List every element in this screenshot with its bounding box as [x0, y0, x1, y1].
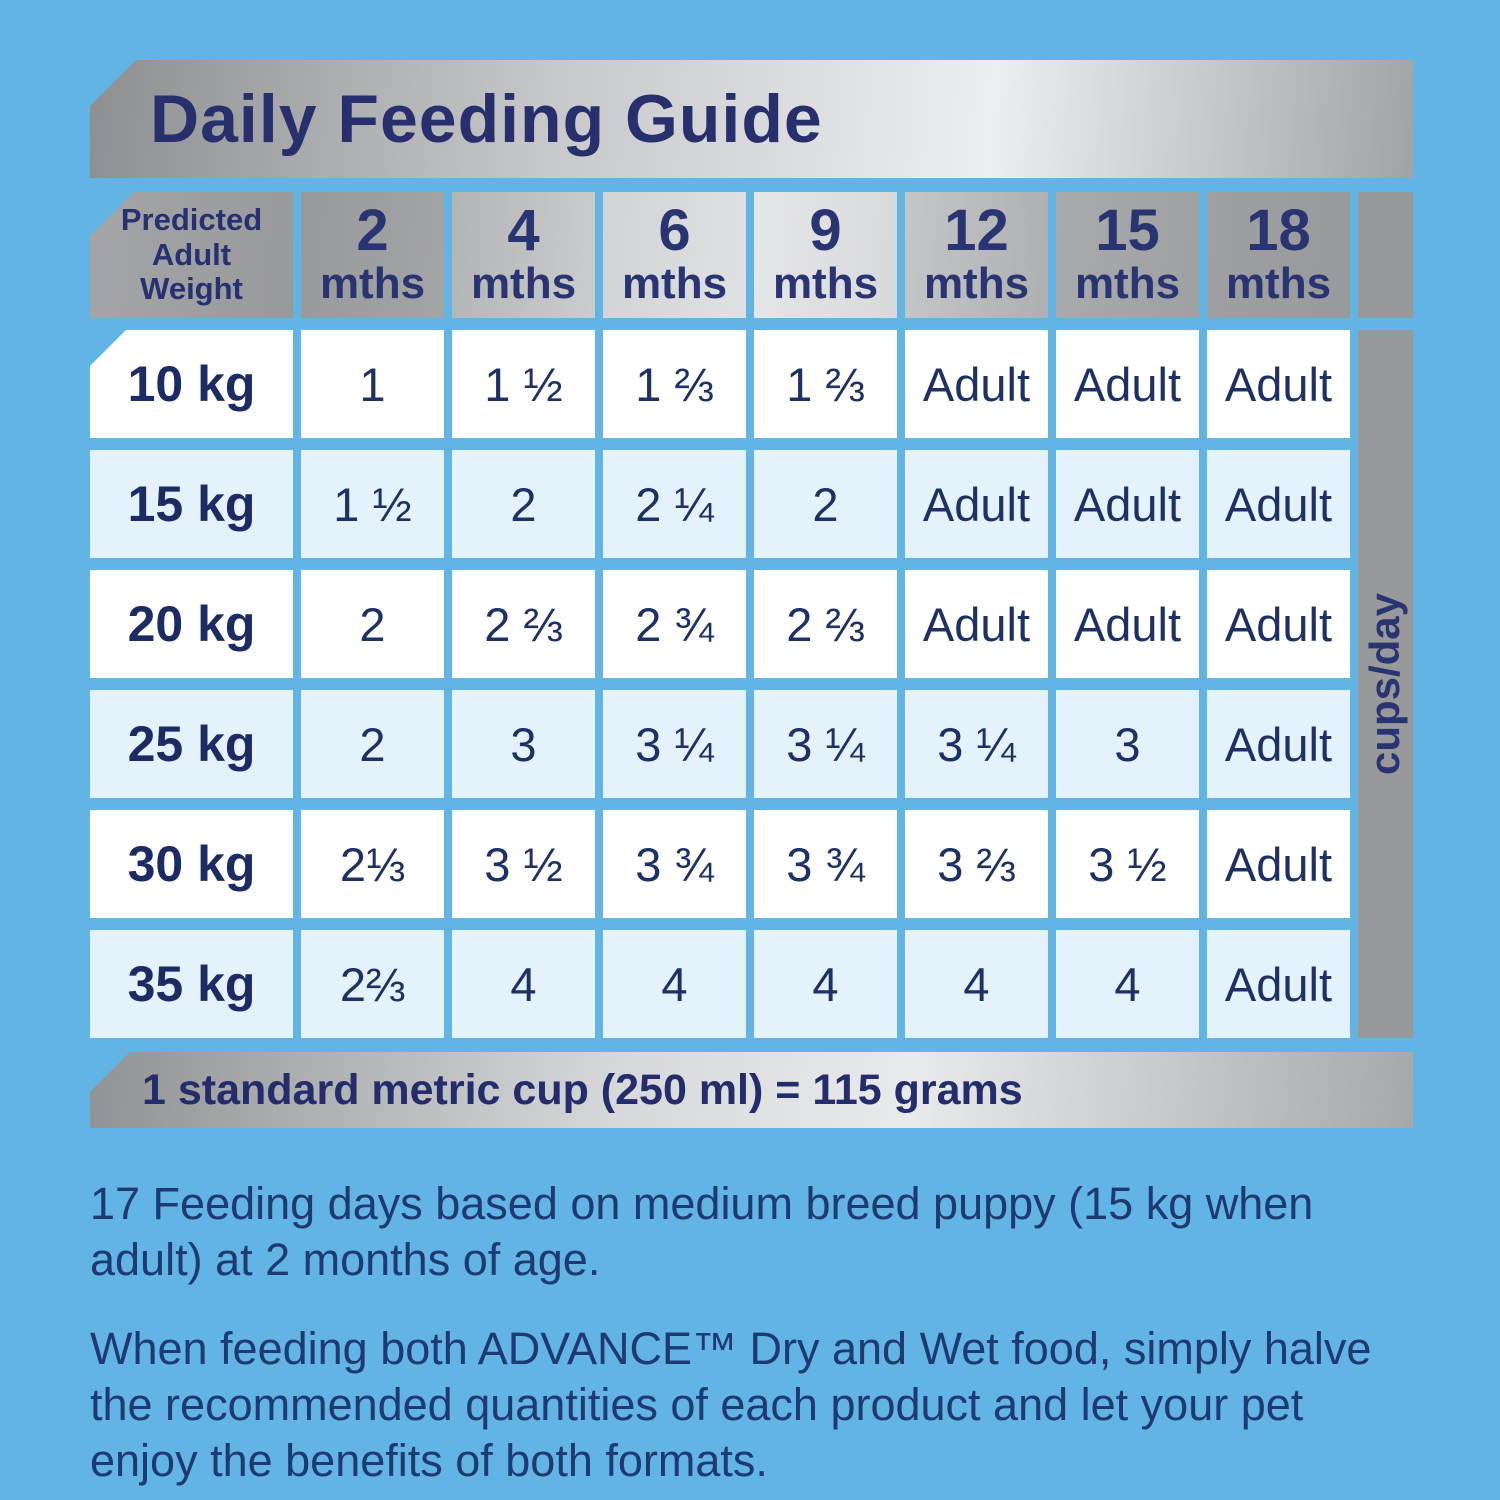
feeding-value-cell: Adult — [1056, 450, 1199, 558]
feeding-value-cell: 2 — [301, 570, 444, 678]
age-column-header: 9 mths — [754, 192, 897, 318]
feeding-value-cell: 3 — [452, 690, 595, 798]
feeding-value-cell: 2 ⅔ — [452, 570, 595, 678]
feeding-value-cell: 2 — [452, 450, 595, 558]
feeding-value-cell: 2 — [754, 450, 897, 558]
cups-per-day-strip: cups/day — [1358, 330, 1413, 1038]
feeding-value-cell: 4 — [905, 930, 1048, 1038]
feeding-value-cell: 2 ⅔ — [754, 570, 897, 678]
age-column-header: 4 mths — [452, 192, 595, 318]
table-row: 10 kg 1 1 ½ 1 ⅔ 1 ⅔ Adult Adult Adult — [90, 330, 1413, 438]
age-column-header: 6 mths — [603, 192, 746, 318]
feeding-value-cell: Adult — [1207, 570, 1350, 678]
age-column-header: 2 mths — [301, 192, 444, 318]
feeding-value-cell: Adult — [905, 570, 1048, 678]
weight-cell: 25 kg — [90, 690, 293, 798]
weight-cell: 30 kg — [90, 810, 293, 918]
header-strip-spacer — [1358, 192, 1413, 318]
corner-header-line: Adult — [151, 236, 232, 272]
feeding-value-cell: 4 — [603, 930, 746, 1038]
feeding-value-cell: Adult — [1207, 810, 1350, 918]
age-column-header: 18 mths — [1207, 192, 1350, 318]
notes-section: 17 Feeding days based on medium breed pu… — [90, 1176, 1420, 1489]
feeding-value-cell: Adult — [905, 330, 1048, 438]
feeding-value-cell: 3 ½ — [1056, 810, 1199, 918]
cup-conversion-text: 1 standard metric cup (250 ml) = 115 gra… — [142, 1065, 1023, 1114]
weight-cell: 20 kg — [90, 570, 293, 678]
note-paragraph-feeding-days: 17 Feeding days based on medium breed pu… — [90, 1178, 1314, 1286]
feeding-value-cell: 1 — [301, 330, 444, 438]
feeding-value-cell: 2⅔ — [301, 930, 444, 1038]
title-banner: Daily Feeding Guide — [90, 60, 1413, 178]
table-body: 10 kg 1 1 ½ 1 ⅔ 1 ⅔ Adult Adult Adult 15… — [90, 330, 1413, 1038]
feeding-value-cell: 4 — [1056, 930, 1199, 1038]
footnote-bar: 1 standard metric cup (250 ml) = 115 gra… — [90, 1052, 1413, 1128]
feeding-value-cell: 4 — [754, 930, 897, 1038]
table-header-row: Predicted Adult Weight 2 mths 4 mths 6 m… — [90, 192, 1413, 318]
feeding-value-cell: Adult — [1207, 930, 1350, 1038]
page-title: Daily Feeding Guide — [150, 81, 823, 157]
table-row: 20 kg 2 2 ⅔ 2 ¾ 2 ⅔ Adult Adult Adult — [90, 570, 1413, 678]
weight-cell: 35 kg — [90, 930, 293, 1038]
feeding-value-cell: Adult — [1207, 450, 1350, 558]
feeding-value-cell: 1 ⅔ — [603, 330, 746, 438]
feeding-value-cell: Adult — [905, 450, 1048, 558]
feeding-value-cell: 3 ⅔ — [905, 810, 1048, 918]
corner-header-line: Weight — [140, 271, 243, 307]
weight-cell: 15 kg — [90, 450, 293, 558]
feeding-value-cell: 4 — [452, 930, 595, 1038]
feeding-value-cell: 3 ¼ — [603, 690, 746, 798]
feeding-value-cell: Adult — [1207, 690, 1350, 798]
feeding-value-cell: 1 ⅔ — [754, 330, 897, 438]
table-row: 35 kg 2⅔ 4 4 4 4 4 Adult — [90, 930, 1413, 1038]
corner-header: Predicted Adult Weight — [90, 192, 293, 318]
feeding-value-cell: 3 ¼ — [905, 690, 1048, 798]
feeding-value-cell: Adult — [1207, 330, 1350, 438]
corner-header-line: Predicted — [120, 201, 263, 237]
feeding-value-cell: 2⅓ — [301, 810, 444, 918]
cups-per-day-label: cups/day — [1361, 592, 1409, 776]
weight-cell: 10 kg — [90, 330, 293, 438]
feeding-value-cell: 3 ½ — [452, 810, 595, 918]
feeding-value-cell: Adult — [1056, 570, 1199, 678]
age-column-header: 12 mths — [905, 192, 1048, 318]
feeding-value-cell: Adult — [1056, 330, 1199, 438]
feeding-value-cell: 3 ¼ — [754, 690, 897, 798]
feeding-value-cell: 2 — [301, 690, 444, 798]
table-row: 25 kg 2 3 3 ¼ 3 ¼ 3 ¼ 3 Adult — [90, 690, 1413, 798]
label-content: Daily Feeding Guide Predicted Adult Weig… — [90, 60, 1413, 1500]
note-paragraph-mixed-feeding: When feeding both ADVANCE™ Dry and Wet f… — [90, 1322, 1372, 1487]
feeding-value-cell: 1 ½ — [301, 450, 444, 558]
table-row: 30 kg 2⅓ 3 ½ 3 ¾ 3 ¾ 3 ⅔ 3 ½ Adult — [90, 810, 1413, 918]
feeding-value-cell: 1 ½ — [452, 330, 595, 438]
feeding-value-cell: 2 ¼ — [603, 450, 746, 558]
feeding-value-cell: 3 — [1056, 690, 1199, 798]
table-row: 15 kg 1 ½ 2 2 ¼ 2 Adult Adult Adult — [90, 450, 1413, 558]
age-column-header: 15 mths — [1056, 192, 1199, 318]
feeding-value-cell: 3 ¾ — [603, 810, 746, 918]
feeding-value-cell: 2 ¾ — [603, 570, 746, 678]
feeding-value-cell: 3 ¾ — [754, 810, 897, 918]
